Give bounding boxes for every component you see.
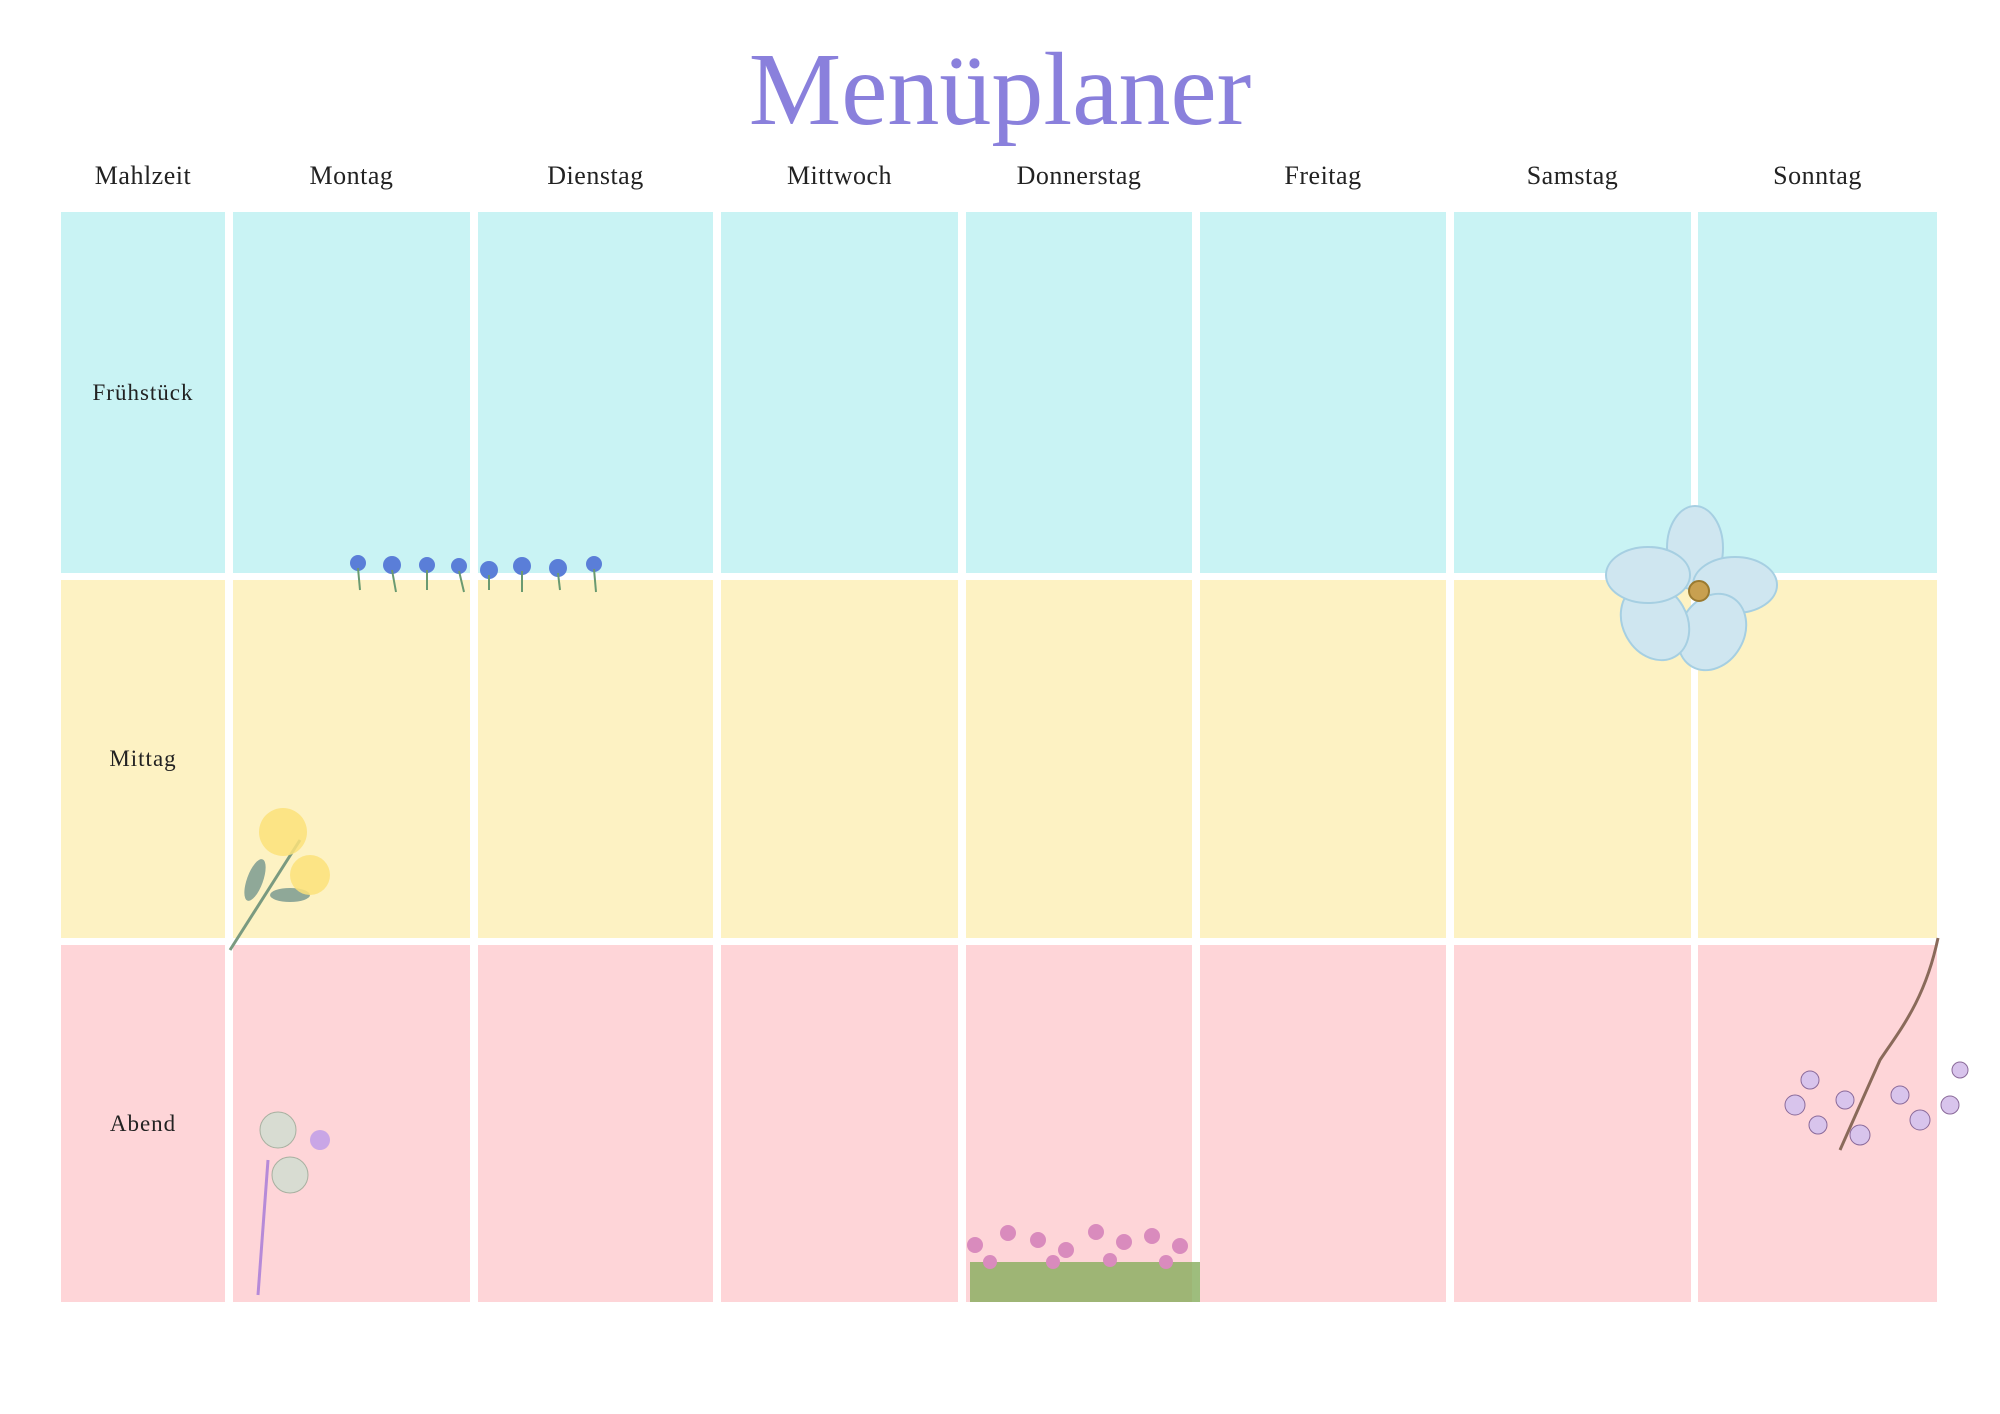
meal-cell	[1698, 580, 1937, 938]
title: Menüplaner	[748, 32, 1252, 147]
meal-cell	[478, 945, 713, 1302]
meal-cell	[1200, 212, 1446, 573]
meal-cell	[1454, 212, 1691, 573]
column-header: Mittwoch	[786, 161, 893, 190]
row-label: Frühstück	[61, 212, 225, 573]
meal-cell	[478, 580, 713, 938]
meal-cell	[478, 212, 713, 573]
column-header: Mahlzeit	[94, 161, 192, 190]
column-header: Dienstag	[547, 161, 644, 190]
meal-cell	[966, 212, 1192, 573]
meal-cell	[721, 212, 958, 573]
column-header: Montag	[309, 161, 394, 190]
meal-cell	[1698, 212, 1937, 573]
row-label: Abend	[61, 945, 225, 1302]
meal-cell	[1454, 945, 1691, 1302]
row-label: Mittag	[61, 580, 225, 938]
meal-cell	[721, 580, 958, 938]
meal-cell	[1698, 945, 1937, 1302]
meal-cell	[1454, 580, 1691, 938]
meal-cell	[1200, 580, 1446, 938]
column-header: Donnerstag	[1016, 161, 1142, 190]
meal-cell	[1200, 945, 1446, 1302]
column-header: Sonntag	[1773, 161, 1862, 190]
meal-cell	[233, 212, 470, 573]
meal-cell	[966, 945, 1192, 1302]
meal-cell	[233, 580, 470, 938]
meal-cell	[233, 945, 470, 1302]
column-header: Freitag	[1284, 161, 1362, 190]
meal-cell	[966, 580, 1192, 938]
meal-cell	[721, 945, 958, 1302]
column-header: Samstag	[1526, 161, 1619, 190]
